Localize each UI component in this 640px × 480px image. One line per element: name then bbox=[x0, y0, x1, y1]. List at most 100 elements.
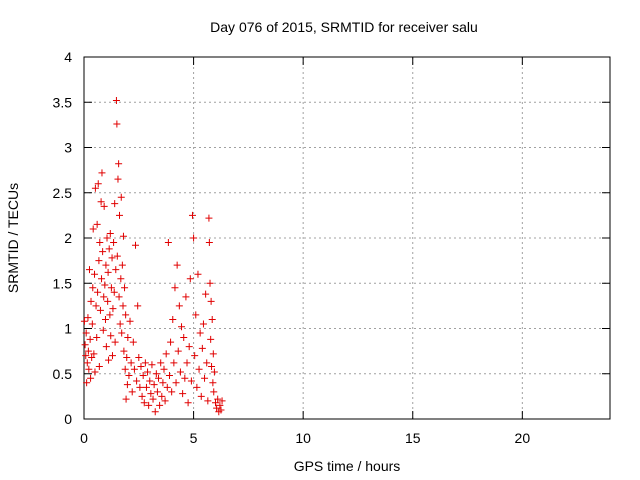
data-point bbox=[169, 315, 177, 323]
data-point bbox=[122, 395, 130, 403]
grid-lines bbox=[84, 57, 610, 419]
data-point bbox=[111, 338, 119, 346]
data-point bbox=[82, 329, 90, 337]
data-point bbox=[149, 395, 157, 403]
data-point bbox=[109, 305, 117, 313]
data-point bbox=[103, 234, 111, 242]
data-point bbox=[133, 377, 141, 385]
data-point bbox=[95, 257, 103, 265]
data-point bbox=[155, 374, 163, 382]
data-point bbox=[142, 383, 150, 391]
data-point bbox=[99, 248, 107, 256]
data-point bbox=[121, 284, 129, 292]
data-point bbox=[112, 266, 120, 274]
data-point bbox=[209, 350, 217, 358]
y-tick-label: 0 bbox=[64, 411, 72, 427]
data-point bbox=[148, 361, 156, 369]
data-point bbox=[195, 365, 203, 373]
data-point bbox=[180, 334, 188, 342]
data-point bbox=[191, 352, 199, 360]
data-point bbox=[89, 225, 97, 233]
data-point bbox=[171, 284, 179, 292]
data-point bbox=[102, 343, 110, 351]
data-point bbox=[194, 270, 202, 278]
data-point bbox=[125, 372, 133, 380]
x-tick-label: 20 bbox=[515, 430, 531, 446]
data-point bbox=[91, 270, 99, 278]
data-point bbox=[173, 261, 181, 269]
data-point bbox=[139, 372, 147, 380]
data-point bbox=[163, 383, 171, 391]
data-point bbox=[187, 377, 195, 385]
data-point bbox=[95, 363, 103, 371]
data-point bbox=[159, 379, 167, 387]
data-point bbox=[136, 383, 144, 391]
data-point bbox=[199, 320, 207, 328]
data-point bbox=[205, 239, 213, 247]
data-point bbox=[92, 302, 100, 310]
data-point bbox=[96, 306, 104, 314]
data-point bbox=[192, 311, 200, 319]
data-point bbox=[105, 245, 113, 253]
x-tick-label: 0 bbox=[80, 430, 88, 446]
data-point bbox=[205, 214, 213, 222]
data-point bbox=[172, 379, 180, 387]
data-point bbox=[108, 352, 116, 360]
data-point bbox=[151, 408, 159, 416]
x-tick-label: 5 bbox=[190, 430, 198, 446]
data-point bbox=[115, 293, 123, 301]
data-point bbox=[150, 381, 158, 389]
data-point bbox=[116, 320, 124, 328]
data-point bbox=[97, 198, 105, 206]
data-point bbox=[91, 184, 99, 192]
data-point bbox=[108, 254, 116, 262]
x-tick-label: 15 bbox=[405, 430, 421, 446]
data-point bbox=[121, 365, 129, 373]
data-point bbox=[119, 302, 127, 310]
chart-title: Day 076 of 2015, SRMTID for receiver sal… bbox=[210, 19, 478, 35]
data-point bbox=[90, 350, 98, 358]
data-point bbox=[102, 261, 110, 269]
data-point bbox=[120, 347, 128, 355]
data-point bbox=[115, 160, 123, 168]
data-point bbox=[91, 368, 99, 376]
data-point bbox=[104, 297, 112, 305]
data-point bbox=[88, 353, 96, 361]
data-point bbox=[93, 220, 101, 228]
data-point bbox=[123, 381, 131, 389]
data-point bbox=[104, 268, 112, 276]
data-point bbox=[203, 359, 211, 367]
data-point bbox=[101, 315, 109, 323]
x-axis-label: GPS time / hours bbox=[294, 458, 401, 474]
data-point bbox=[117, 275, 125, 283]
data-point bbox=[106, 311, 114, 319]
data-point bbox=[206, 279, 214, 287]
data-point bbox=[117, 193, 125, 201]
data-point bbox=[83, 359, 91, 367]
data-point bbox=[197, 392, 205, 400]
data-point bbox=[161, 397, 169, 405]
data-point bbox=[198, 344, 206, 352]
y-tick-labels: 0 0.5 1 1.5 2 2.5 3 3.5 4 bbox=[53, 49, 73, 427]
data-point bbox=[179, 390, 187, 398]
data-point bbox=[130, 365, 138, 373]
data-point bbox=[116, 211, 124, 219]
data-point bbox=[141, 359, 149, 367]
data-point bbox=[80, 317, 88, 325]
data-point bbox=[181, 374, 189, 382]
data-point bbox=[182, 293, 190, 301]
y-tick-label: 0.5 bbox=[53, 366, 73, 382]
data-points bbox=[80, 96, 226, 416]
data-point bbox=[110, 239, 118, 247]
y-tick-label: 1 bbox=[64, 321, 72, 337]
data-point bbox=[106, 229, 114, 237]
data-point bbox=[207, 297, 215, 305]
data-point bbox=[204, 397, 212, 405]
data-point bbox=[98, 169, 106, 177]
data-point bbox=[135, 353, 143, 361]
data-point bbox=[132, 241, 140, 249]
plot-frame bbox=[83, 56, 611, 420]
data-point bbox=[153, 388, 161, 396]
data-point bbox=[93, 334, 101, 342]
